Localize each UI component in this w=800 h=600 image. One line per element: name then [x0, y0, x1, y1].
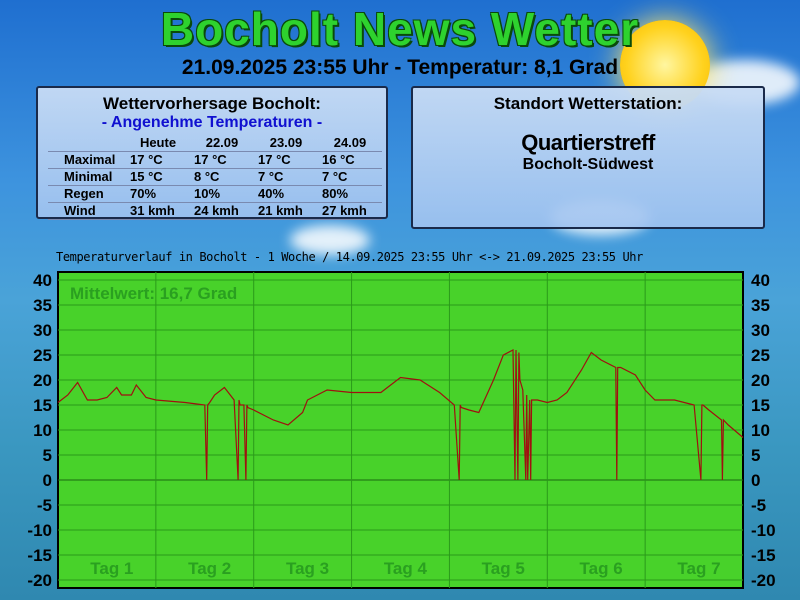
y-tick-label-right: 0 [751, 471, 760, 490]
forecast-cell: 24 kmh [190, 202, 254, 220]
x-tick-label: Tag 6 [580, 559, 623, 578]
x-tick-label: Tag 7 [677, 559, 720, 578]
station-name: Quartierstreff [521, 130, 655, 155]
y-tick-label-left: 0 [43, 471, 52, 490]
forecast-cell: 17 °C [126, 151, 190, 169]
forecast-cell: 17 °C [190, 151, 254, 169]
x-tick-label: Tag 3 [286, 559, 329, 578]
y-tick-label-left: -20 [27, 571, 52, 590]
forecast-row: Wind 31 kmh 24 kmh 21 kmh 27 kmh [48, 202, 382, 220]
forecast-header-row: Heute 22.09 23.09 24.09 [48, 134, 382, 152]
y-tick-label-left: 35 [33, 296, 52, 315]
y-tick-label-right: -10 [751, 521, 776, 540]
y-tick-label-right: 5 [751, 446, 760, 465]
chart-title: Temperaturverlauf in Bocholt - 1 Woche /… [56, 250, 643, 264]
forecast-cell: 23.09 [254, 134, 318, 152]
site-title: Bocholt News Wetter [160, 3, 640, 55]
y-tick-label-right: -20 [751, 571, 776, 590]
y-tick-label-right: 35 [751, 296, 770, 315]
forecast-cell: 40% [254, 185, 318, 203]
forecast-cell: 31 kmh [126, 202, 190, 220]
x-tick-label: Tag 2 [188, 559, 231, 578]
forecast-cell: 17 °C [254, 151, 318, 169]
forecast-cell: 21 kmh [254, 202, 318, 220]
forecast-title: Wettervorhersage Bocholt: [103, 94, 321, 113]
y-tick-label-right: 40 [751, 271, 770, 290]
current-temperature: 21.09.2025 23:55 Uhr - Temperatur: 8,1 G… [181, 56, 619, 79]
y-tick-label-left: 25 [33, 346, 52, 365]
x-tick-label: Tag 1 [90, 559, 133, 578]
y-tick-label-left: 20 [33, 371, 52, 390]
station-location: Bocholt-Südwest [522, 156, 654, 173]
forecast-cell: Maximal [48, 151, 126, 169]
forecast-cell [48, 134, 126, 152]
forecast-cell: 70% [126, 185, 190, 203]
forecast-cell: 7 °C [254, 168, 318, 186]
x-tick-label: Tag 5 [482, 559, 525, 578]
y-tick-label-right: 15 [751, 396, 770, 415]
y-tick-label-right: 30 [751, 321, 770, 340]
y-tick-label-right: -15 [751, 546, 776, 565]
y-tick-label-left: -10 [27, 521, 52, 540]
forecast-cell: 8 °C [190, 168, 254, 186]
y-tick-label-left: -15 [27, 546, 52, 565]
forecast-cell: 22.09 [190, 134, 254, 152]
forecast-table: Heute 22.09 23.09 24.09 Maximal 17 °C 17 °C 17 … [48, 134, 382, 220]
forecast-cell: 24.09 [318, 134, 382, 152]
forecast-cell: Regen [48, 185, 126, 203]
x-tick-label: Tag 4 [384, 559, 428, 578]
y-tick-label-left: 10 [33, 421, 52, 440]
forecast-panel: Wettervorhersage Bocholt: - Angenehme Te… [36, 86, 388, 220]
y-tick-label-right: 25 [751, 346, 770, 365]
forecast-cell: Wind [48, 202, 126, 220]
y-tick-label-left: 5 [43, 446, 52, 465]
forecast-row: Minimal 15 °C 8 °C 7 °C 7 °C [48, 168, 382, 186]
forecast-cell: Heute [126, 134, 190, 152]
forecast-tagline: - Angenehme Temperaturen - [101, 114, 323, 131]
y-tick-label-left: 40 [33, 271, 52, 290]
y-tick-label-left: -5 [37, 496, 52, 515]
forecast-cell: 27 kmh [318, 202, 382, 220]
forecast-cell: 7 °C [318, 168, 382, 186]
y-tick-label-left: 15 [33, 396, 52, 415]
cloud [290, 225, 370, 255]
y-tick-label-left: 30 [33, 321, 52, 340]
forecast-cell: 10% [190, 185, 254, 203]
forecast-cell: 80% [318, 185, 382, 203]
station-panel: Standort Wetterstation: Quartierstreff B… [411, 86, 765, 229]
y-tick-label-right: 20 [751, 371, 770, 390]
forecast-cell: Minimal [48, 168, 126, 186]
forecast-cell: 15 °C [126, 168, 190, 186]
temperature-line [57, 349, 744, 481]
forecast-row: Regen 70% 10% 40% 80% [48, 185, 382, 203]
forecast-cell: 16 °C [318, 151, 382, 169]
y-tick-label-right: -5 [751, 496, 766, 515]
y-tick-label-right: 10 [751, 421, 770, 440]
station-heading: Standort Wetterstation: [493, 94, 683, 113]
mean-annotation: Mittelwert: 16,7 Grad [70, 284, 237, 303]
forecast-row: Maximal 17 °C 17 °C 17 °C 16 °C [48, 151, 382, 169]
